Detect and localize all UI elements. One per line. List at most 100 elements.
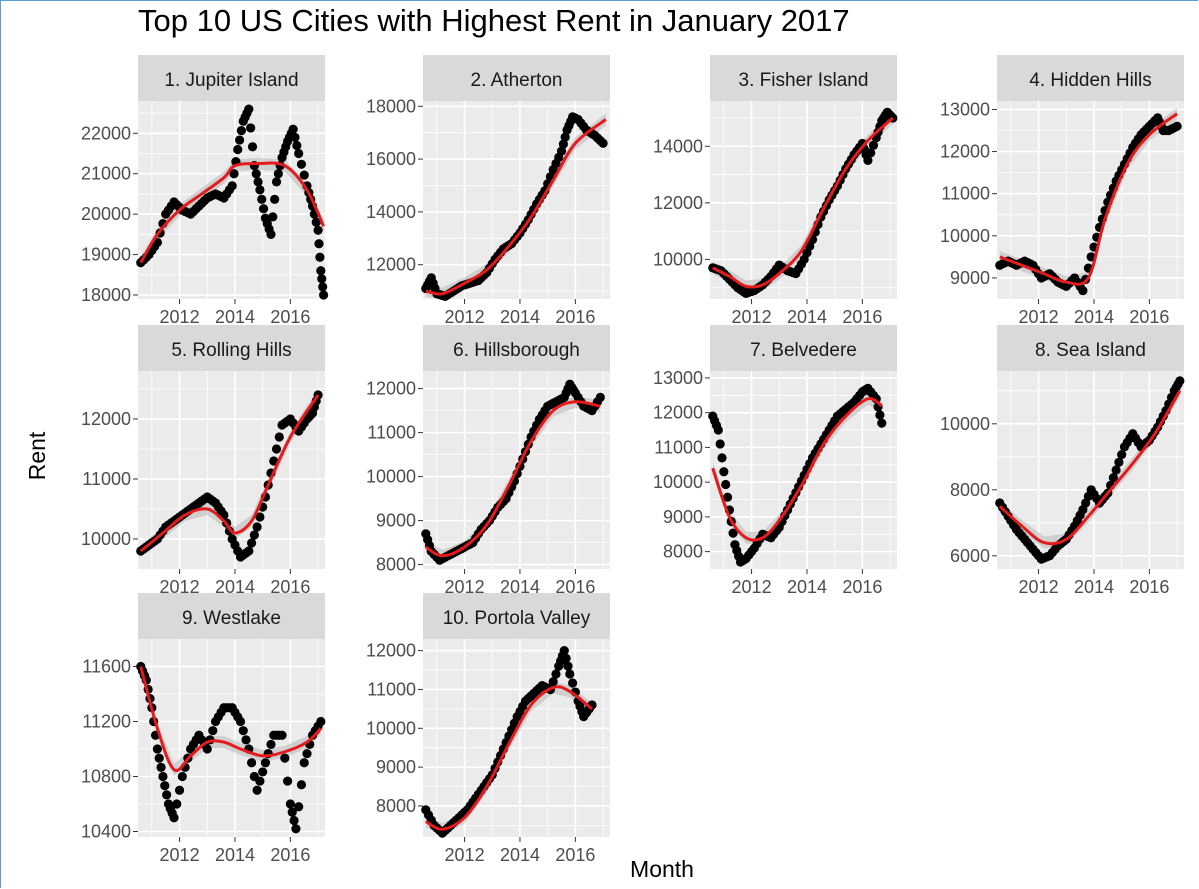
data-point	[868, 140, 879, 150]
y-tick-label: 10000	[366, 467, 416, 487]
data-point	[224, 526, 235, 536]
x-tick-label: 2012	[160, 577, 200, 597]
data-point	[234, 135, 245, 145]
y-tick-label: 8000	[950, 480, 990, 500]
data-point	[266, 229, 276, 239]
x-axis-title: Month	[630, 856, 694, 882]
data-point	[236, 126, 247, 136]
y-tick-label: 11000	[654, 437, 703, 457]
data-point	[160, 781, 170, 791]
data-point	[292, 140, 302, 151]
data-point	[863, 155, 873, 165]
y-tick-label: 10400	[81, 822, 131, 842]
facet-strip	[423, 593, 610, 639]
x-tick-label: 2012	[160, 307, 200, 327]
chart-title: Top 10 US Cities with Highest Rent in Ja…	[138, 3, 850, 38]
y-tick-label: 14000	[653, 136, 703, 156]
smooth-line	[712, 116, 894, 289]
facet-panel-1: 1. Jupiter Island 2012 2014 2016 18000 19000 2…	[81, 55, 329, 327]
data-point	[244, 546, 254, 556]
data-point	[548, 677, 558, 687]
y-tick-label: 10000	[81, 529, 131, 549]
data-point	[287, 807, 297, 817]
data-point	[875, 410, 885, 420]
y-tick-label: 6000	[950, 546, 990, 566]
data-point	[244, 104, 254, 114]
y-tick-label: 9000	[663, 507, 703, 527]
y-tick-label: 18000	[81, 285, 131, 305]
y-tick-label: 9000	[376, 511, 416, 531]
data-point	[302, 748, 312, 759]
data-point	[162, 790, 172, 800]
y-tick-label: 11000	[367, 423, 416, 443]
facet-strip-label: 9. Westlake	[182, 608, 281, 629]
data-point	[316, 266, 326, 276]
data-point	[255, 776, 265, 786]
x-tick-label: 2016	[555, 577, 595, 597]
data-point	[568, 678, 578, 688]
data-point	[719, 467, 729, 477]
data-point	[715, 439, 725, 449]
smooth-line	[139, 394, 320, 553]
y-tick-label: 12000	[366, 641, 416, 661]
data-point	[598, 138, 608, 148]
data-point	[311, 217, 321, 227]
y-tick-label: 12000	[653, 193, 703, 213]
x-tick-label: 2012	[732, 307, 772, 327]
data-point	[268, 212, 278, 222]
data-point	[270, 194, 280, 204]
x-tick-label: 2012	[445, 845, 485, 865]
data-point	[229, 169, 239, 179]
x-tick-label: 2014	[787, 577, 827, 597]
facet-strip-label: 1. Jupiter Island	[164, 70, 298, 91]
data-point	[296, 159, 307, 169]
y-tick-label: 12000	[366, 255, 416, 275]
x-tick-label: 2016	[1129, 307, 1169, 327]
data-point	[246, 123, 256, 133]
data-point	[285, 799, 295, 809]
data-point	[253, 177, 263, 187]
data-point	[291, 824, 301, 834]
smooth-line	[711, 397, 883, 542]
data-point	[565, 669, 575, 679]
data-point	[258, 767, 268, 777]
data-point	[247, 142, 258, 152]
y-axis-title: Rent	[24, 431, 50, 480]
x-tick-label: 2014	[787, 307, 827, 327]
smooth-line	[998, 390, 1182, 546]
data-point	[252, 785, 262, 795]
data-point	[316, 716, 326, 727]
data-point	[235, 716, 246, 727]
data-point	[156, 762, 166, 772]
y-tick-label: 9000	[376, 757, 416, 777]
data-point	[246, 538, 257, 548]
data-point	[269, 456, 279, 466]
data-point	[177, 771, 187, 782]
data-point	[319, 290, 329, 300]
x-tick-label: 2014	[500, 577, 540, 597]
x-tick-label: 2012	[445, 577, 485, 597]
x-tick-label: 2012	[445, 307, 485, 327]
data-point	[271, 177, 282, 187]
facet-panel-3: 3. Fisher Island 2012 2014 2016 10000 12000 14…	[653, 55, 898, 327]
data-point	[866, 148, 876, 158]
x-tick-label: 2014	[500, 307, 540, 327]
data-point	[294, 148, 304, 159]
data-point	[255, 185, 265, 195]
y-tick-label: 12000	[940, 142, 990, 162]
data-point	[563, 661, 573, 671]
facet-strip-label: 4. Hidden Hills	[1029, 70, 1152, 91]
data-point	[251, 169, 261, 179]
data-point	[274, 432, 284, 442]
data-point	[277, 730, 287, 740]
data-point	[1078, 285, 1088, 296]
facet-panel-10: 10. Portola Valley 2012 2014 2016 8000 9000 10…	[366, 593, 610, 865]
y-tick-label: 8000	[376, 796, 416, 816]
y-tick-label: 10000	[940, 226, 990, 246]
smooth-line	[424, 400, 601, 558]
facet-strip-label: 3. Fisher Island	[739, 70, 869, 91]
facet-panels: 1. Jupiter Island 2012 2014 2016 18000 19000 2…	[81, 55, 1185, 865]
data-point	[252, 522, 262, 532]
data-point	[561, 653, 571, 664]
facet-strip	[997, 325, 1184, 371]
